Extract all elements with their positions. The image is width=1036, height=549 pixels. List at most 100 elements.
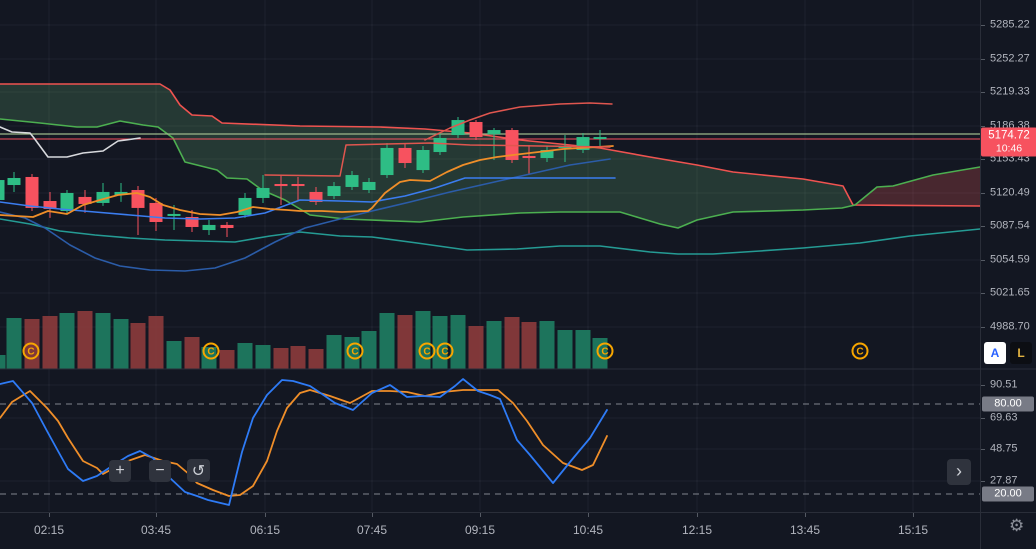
candle-up bbox=[416, 146, 430, 174]
price-axis-label: 5054.59 bbox=[990, 253, 1030, 266]
time-tick bbox=[265, 513, 266, 517]
candle-up bbox=[593, 130, 607, 147]
candle-up bbox=[202, 219, 216, 236]
price-axis-label: 4988.70 bbox=[990, 320, 1030, 333]
price-tick bbox=[981, 59, 985, 60]
time-tick bbox=[697, 513, 698, 517]
stoch-d-line bbox=[0, 389, 608, 497]
time-axis-label: 12:15 bbox=[681, 523, 713, 537]
zoom-out-button[interactable]: − bbox=[149, 460, 171, 482]
price-axis-label: 5120.49 bbox=[990, 186, 1030, 199]
volume-bar bbox=[361, 331, 377, 369]
time-axis-label: 02:15 bbox=[33, 523, 65, 537]
time-tick bbox=[913, 513, 914, 517]
copyright-marker[interactable]: C bbox=[418, 342, 436, 360]
svg-text:C: C bbox=[207, 347, 214, 358]
price-axis-label: 5186.38 bbox=[990, 119, 1030, 132]
svg-text:C: C bbox=[423, 347, 430, 358]
copyright-marker[interactable]: C bbox=[436, 342, 454, 360]
candle-down bbox=[398, 143, 412, 169]
price-axis-label: 5252.27 bbox=[990, 52, 1030, 65]
volume-bar bbox=[344, 337, 360, 369]
volume-bar bbox=[468, 326, 484, 369]
auto-scale-button[interactable]: A bbox=[984, 342, 1006, 364]
indicator-tick bbox=[981, 449, 985, 450]
volume-bar bbox=[0, 355, 6, 369]
last-price-time: 10:46 bbox=[995, 142, 1023, 155]
copyright-marker[interactable]: C bbox=[22, 342, 40, 360]
price-tick bbox=[981, 226, 985, 227]
teal-ma-line bbox=[0, 218, 980, 255]
price-axis-label: 5153.43 bbox=[990, 152, 1030, 165]
candle-down bbox=[25, 174, 39, 211]
zoom-in-button[interactable]: + bbox=[109, 460, 131, 482]
volume-bar bbox=[184, 337, 200, 369]
time-tick bbox=[372, 513, 373, 517]
price-axis-label: 5219.33 bbox=[990, 85, 1030, 98]
candle-up bbox=[7, 171, 21, 192]
volume-bar bbox=[592, 338, 608, 369]
candle-up bbox=[362, 177, 376, 193]
indicator-tick bbox=[981, 418, 985, 419]
volume-bar bbox=[237, 343, 253, 369]
indicator-axis-label: 69.63 bbox=[990, 411, 1018, 424]
time-tick bbox=[480, 513, 481, 517]
chevron-right-icon[interactable]: › bbox=[947, 459, 971, 485]
indicator-band-badge: 20.00 bbox=[982, 486, 1034, 502]
candle-up bbox=[238, 192, 252, 218]
price-tick bbox=[981, 327, 985, 328]
kijun-line bbox=[264, 142, 611, 177]
copyright-marker[interactable]: C bbox=[596, 342, 614, 360]
candle-up bbox=[96, 182, 110, 206]
stoch-k-line bbox=[0, 378, 608, 506]
time-axis-label: 15:15 bbox=[897, 523, 929, 537]
senkou-a-line bbox=[0, 118, 980, 229]
time-axis[interactable]: 02:15 03:45 06:15 07:45 09:15 10:45 12:15 13:45… bbox=[0, 512, 1036, 549]
copyright-marker[interactable]: C bbox=[851, 342, 869, 360]
gear-icon[interactable]: ⚙ bbox=[1009, 516, 1025, 535]
time-tick bbox=[49, 513, 50, 517]
candle-up bbox=[487, 127, 501, 160]
copyright-marker[interactable]: C bbox=[202, 342, 220, 360]
time-axis-label: 06:15 bbox=[249, 523, 281, 537]
volume-bar bbox=[77, 311, 93, 369]
volume-bar bbox=[148, 316, 164, 369]
time-axis-label: 03:45 bbox=[140, 523, 172, 537]
svg-text:C: C bbox=[441, 347, 448, 358]
log-scale-button[interactable]: L bbox=[1010, 342, 1032, 364]
candle-up bbox=[0, 180, 5, 200]
time-tick bbox=[156, 513, 157, 517]
volume-bar bbox=[290, 346, 306, 369]
volume-bar bbox=[219, 350, 235, 369]
candle-down bbox=[291, 176, 305, 200]
volume-bar bbox=[308, 349, 324, 369]
price-tick bbox=[981, 126, 985, 127]
volume-bar bbox=[575, 330, 591, 369]
candle-up bbox=[327, 181, 341, 199]
candle-down bbox=[78, 190, 92, 213]
tenkan-line bbox=[0, 145, 614, 218]
copyright-marker[interactable]: C bbox=[346, 342, 364, 360]
price-axis-label: 5021.65 bbox=[990, 286, 1030, 299]
candle-down bbox=[274, 175, 288, 205]
price-axis[interactable]: 5285.22 5252.27 5219.33 5186.38 5153.43 5120.… bbox=[980, 0, 1036, 549]
last-price-badge: 5174.72 10:46 bbox=[981, 127, 1036, 157]
price-tick bbox=[981, 159, 985, 160]
candle-up bbox=[451, 116, 465, 138]
svg-text:C: C bbox=[601, 347, 608, 358]
ichimoku-cloud-bear bbox=[856, 167, 980, 206]
upper-band-line bbox=[424, 102, 613, 141]
candle-up bbox=[256, 175, 270, 203]
reset-view-button[interactable]: ↺ bbox=[187, 459, 210, 482]
price-axis-label: 5087.54 bbox=[990, 219, 1030, 232]
svg-text:C: C bbox=[856, 347, 863, 358]
volume-bar bbox=[504, 317, 520, 369]
indicator-band-badge: 80.00 bbox=[982, 396, 1034, 412]
candle-up bbox=[345, 170, 359, 191]
volume-bar bbox=[432, 316, 448, 369]
candle-up bbox=[114, 182, 128, 202]
volume-bar bbox=[166, 341, 182, 369]
candle-down bbox=[309, 186, 323, 205]
